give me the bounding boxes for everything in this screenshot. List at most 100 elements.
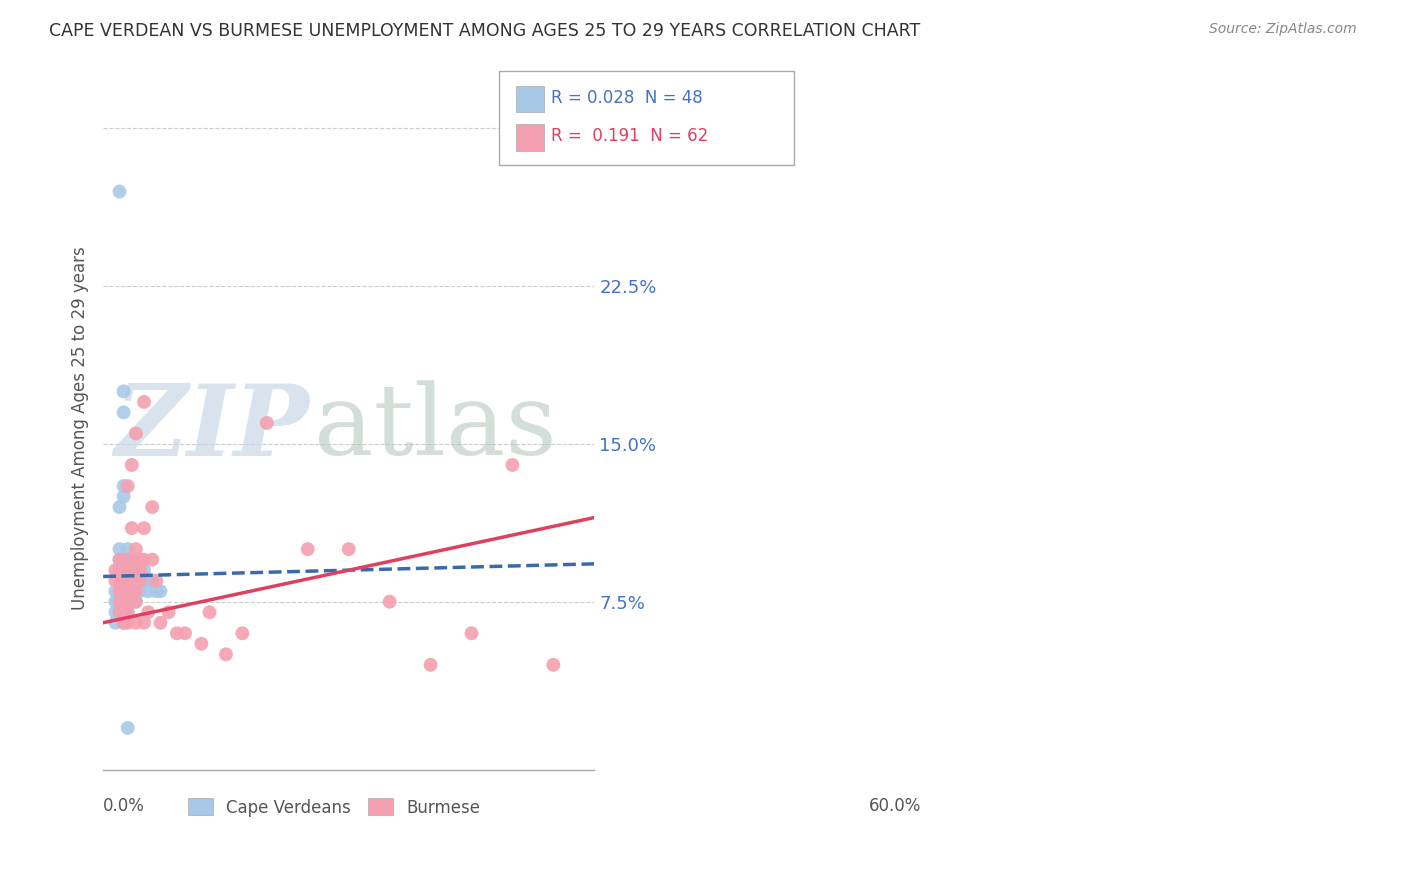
Point: [108, 185, 131, 199]
Point: [125, 574, 148, 588]
Point: [141, 500, 163, 514]
Point: [215, 648, 238, 662]
Point: [104, 595, 127, 609]
Point: [121, 574, 143, 588]
Point: [117, 584, 139, 599]
Point: [125, 563, 148, 577]
Point: [112, 563, 135, 577]
Point: [129, 563, 152, 577]
Point: [125, 595, 148, 609]
Point: [129, 574, 152, 588]
Point: [117, 542, 139, 557]
Point: [112, 615, 135, 630]
Point: [121, 458, 143, 472]
Point: [108, 574, 131, 588]
Point: [132, 552, 155, 566]
Point: [112, 574, 135, 588]
Point: [117, 605, 139, 619]
Point: [129, 552, 152, 566]
Point: [112, 479, 135, 493]
Text: R =  0.191  N = 62: R = 0.191 N = 62: [551, 127, 709, 145]
Point: [125, 552, 148, 566]
Point: [112, 584, 135, 599]
Text: 60.0%: 60.0%: [869, 797, 922, 815]
Point: [112, 615, 135, 630]
Point: [132, 615, 155, 630]
Point: [117, 584, 139, 599]
Point: [132, 521, 155, 535]
Point: [112, 490, 135, 504]
Point: [149, 584, 172, 599]
Point: [256, 416, 278, 430]
Point: [136, 584, 159, 599]
Point: [108, 552, 131, 566]
Point: [121, 563, 143, 577]
Point: [157, 605, 180, 619]
Point: [132, 574, 155, 588]
Text: atlas: atlas: [315, 380, 557, 476]
Point: [112, 563, 135, 577]
Point: [108, 542, 131, 557]
Point: [121, 584, 143, 599]
Point: [129, 563, 152, 577]
Point: [112, 584, 135, 599]
Point: [419, 657, 441, 672]
Point: [125, 584, 148, 599]
Point: [132, 395, 155, 409]
Point: [125, 595, 148, 609]
Point: [117, 552, 139, 566]
Point: [125, 615, 148, 630]
Text: 0.0%: 0.0%: [103, 797, 145, 815]
Point: [104, 563, 127, 577]
Point: [117, 574, 139, 588]
Point: [117, 605, 139, 619]
Point: [149, 615, 172, 630]
Y-axis label: Unemployment Among Ages 25 to 29 years: Unemployment Among Ages 25 to 29 years: [72, 246, 89, 610]
Point: [112, 595, 135, 609]
Point: [145, 574, 167, 588]
Point: [378, 595, 401, 609]
Point: [125, 542, 148, 557]
Point: [104, 584, 127, 599]
Point: [117, 563, 139, 577]
Text: ZIP: ZIP: [114, 380, 309, 476]
Point: [112, 384, 135, 399]
Point: [125, 563, 148, 577]
Point: [117, 563, 139, 577]
Point: [129, 574, 152, 588]
Point: [141, 552, 163, 566]
Point: [108, 563, 131, 577]
Point: [543, 657, 565, 672]
Point: [174, 626, 197, 640]
Point: [141, 574, 163, 588]
Point: [125, 584, 148, 599]
Point: [108, 584, 131, 599]
Point: [129, 552, 152, 566]
Point: [104, 615, 127, 630]
Point: [108, 605, 131, 619]
Point: [460, 626, 482, 640]
Text: CAPE VERDEAN VS BURMESE UNEMPLOYMENT AMONG AGES 25 TO 29 YEARS CORRELATION CHART: CAPE VERDEAN VS BURMESE UNEMPLOYMENT AMO…: [49, 22, 921, 40]
Point: [112, 595, 135, 609]
Point: [117, 721, 139, 735]
Point: [117, 615, 139, 630]
Text: Source: ZipAtlas.com: Source: ZipAtlas.com: [1209, 22, 1357, 37]
Point: [129, 584, 152, 599]
Point: [125, 552, 148, 566]
Point: [121, 595, 143, 609]
Point: [112, 405, 135, 419]
Point: [132, 563, 155, 577]
Point: [117, 595, 139, 609]
Point: [136, 605, 159, 619]
Point: [108, 500, 131, 514]
Point: [121, 563, 143, 577]
Point: [108, 605, 131, 619]
Point: [337, 542, 360, 557]
Point: [108, 595, 131, 609]
Point: [104, 605, 127, 619]
Point: [112, 605, 135, 619]
Point: [108, 552, 131, 566]
Point: [145, 584, 167, 599]
Point: [198, 605, 221, 619]
Point: [121, 521, 143, 535]
